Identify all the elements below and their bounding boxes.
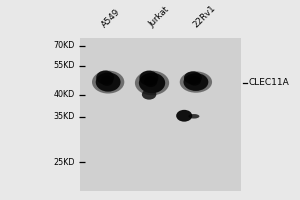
Text: 40KD: 40KD [53, 90, 74, 99]
Text: Jurkat: Jurkat [147, 5, 171, 29]
Text: 22Rv1: 22Rv1 [191, 3, 217, 29]
Ellipse shape [96, 70, 114, 84]
Ellipse shape [144, 76, 157, 87]
Ellipse shape [180, 71, 212, 93]
Ellipse shape [142, 89, 156, 100]
Ellipse shape [135, 71, 169, 95]
Ellipse shape [184, 71, 202, 84]
Ellipse shape [188, 76, 201, 86]
Ellipse shape [96, 73, 121, 92]
Ellipse shape [184, 73, 208, 91]
Ellipse shape [140, 71, 158, 86]
Text: CLEC11A: CLEC11A [249, 78, 289, 87]
Text: 35KD: 35KD [53, 112, 74, 121]
Text: 55KD: 55KD [53, 61, 74, 70]
Ellipse shape [92, 71, 124, 94]
Text: 70KD: 70KD [53, 41, 74, 50]
Ellipse shape [176, 110, 192, 122]
Ellipse shape [139, 73, 165, 93]
Ellipse shape [188, 114, 200, 119]
FancyBboxPatch shape [80, 38, 241, 191]
Text: 25KD: 25KD [53, 158, 74, 167]
Ellipse shape [101, 76, 113, 86]
Text: A549: A549 [100, 7, 122, 29]
